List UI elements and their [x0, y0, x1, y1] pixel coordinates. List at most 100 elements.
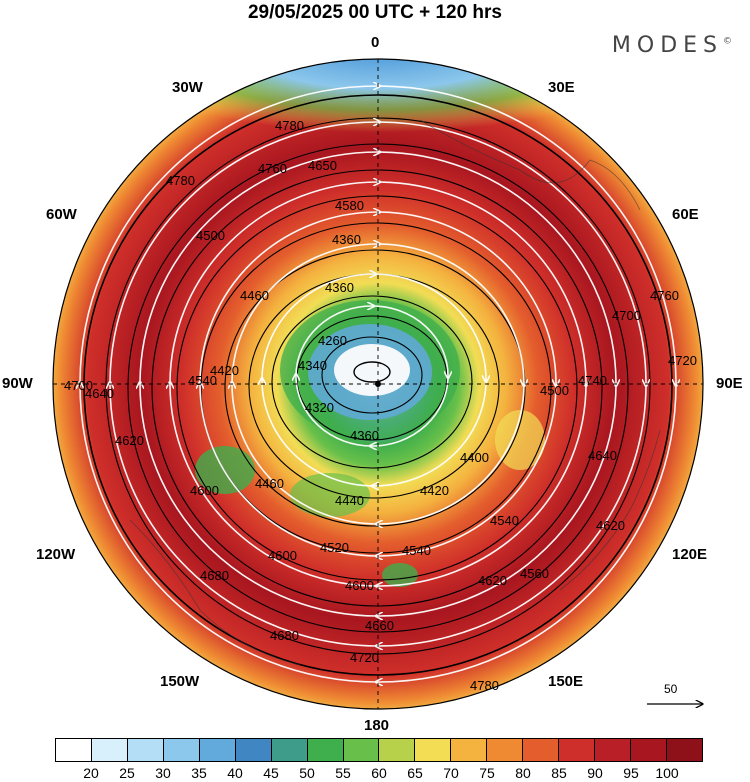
colorbar-tick-label: 50 — [299, 765, 315, 781]
contour-label: 4620 — [115, 433, 144, 448]
colorbar-tick-label: 70 — [443, 765, 459, 781]
colorbar-tick-label: 90 — [587, 765, 603, 781]
contour-label: 4460 — [255, 476, 284, 491]
contour-label: 4460 — [240, 288, 269, 303]
lon-label-120w: 120W — [36, 546, 76, 563]
contour-label: 4640 — [85, 386, 114, 401]
contour-label: 4360 — [325, 280, 354, 295]
vector-key: 50 — [644, 682, 704, 712]
contour-label: 4760 — [258, 161, 287, 176]
yellow-patch — [495, 410, 545, 470]
contour-label: 4440 — [335, 493, 364, 508]
contour-label: 4780 — [470, 678, 499, 693]
contour-label: 4600 — [268, 548, 297, 563]
lon-label-30w: 30W — [172, 79, 203, 96]
colorbar-swatch — [559, 739, 596, 761]
contour-label: 4420 — [210, 363, 239, 378]
coastlines — [129, 119, 661, 666]
colorbar-swatch — [523, 739, 560, 761]
colorbar-swatch — [235, 739, 272, 761]
contour-label: 4540 — [188, 373, 217, 388]
green-patch — [382, 563, 418, 587]
colorbar-tick-label: 65 — [407, 765, 423, 781]
lon-label-150e: 150E — [548, 673, 584, 690]
colorbar-tick-label: 20 — [83, 765, 99, 781]
contour-label: 4540 — [402, 543, 431, 558]
colorbar-swatch — [666, 739, 702, 761]
vector-key-arrow — [647, 682, 704, 712]
contour-label: 4620 — [478, 573, 507, 588]
colorbar-tick-label: 35 — [191, 765, 207, 781]
colorbar-swatch — [487, 739, 524, 761]
contour-label: 4340 — [298, 358, 327, 373]
colorbar-tick-label: 25 — [119, 765, 135, 781]
colorbar-swatch — [343, 739, 380, 761]
colorbar-tick-label: 75 — [479, 765, 495, 781]
colorbar-swatch — [56, 739, 92, 761]
brand-logo: MODES© — [611, 33, 732, 58]
colorbar-swatch — [271, 739, 308, 761]
contour-label: 4780 — [275, 118, 304, 133]
vector-key-value: 50 — [664, 682, 678, 696]
colorbar-tick-label: 95 — [623, 765, 639, 781]
colorbar-swatch — [199, 739, 236, 761]
contour-label: 4520 — [320, 540, 349, 555]
contour-label: 4540 — [490, 513, 519, 528]
contour-label: 4700 — [612, 308, 641, 323]
contour-label: 4260 — [318, 333, 347, 348]
contour-label: 4720 — [350, 650, 379, 665]
contour-label: 4560 — [520, 566, 549, 581]
lon-label-180: 180 — [364, 717, 390, 734]
colorbar-tick-label: 55 — [335, 765, 351, 781]
contour-label: 4420 — [420, 483, 449, 498]
colorbar-swatch — [451, 739, 488, 761]
contour-label: 4600 — [190, 483, 219, 498]
colorbar-swatch — [127, 739, 164, 761]
contour-label: 4400 — [460, 450, 489, 465]
green-patch — [195, 446, 255, 494]
contour-label: 4620 — [596, 518, 625, 533]
contour-label: 4360 — [332, 232, 361, 247]
colorbar-swatch — [595, 739, 631, 761]
lon-label-120e: 120E — [672, 546, 708, 563]
contour-label: 4650 — [308, 158, 337, 173]
colorbar-tick-label: 30 — [155, 765, 171, 781]
wind-streamlines — [80, 86, 676, 682]
map-border — [52, 58, 704, 710]
colorbar-tick-label: 45 — [263, 765, 279, 781]
contour-label: 4360 — [350, 428, 379, 443]
colorbar-swatch — [631, 739, 667, 761]
contour-label: 4580 — [335, 198, 364, 213]
contour-label: 4760 — [650, 288, 679, 303]
contour-label: 4680 — [200, 568, 229, 583]
lon-label-60w: 60W — [46, 206, 77, 223]
dry-sector-top — [53, 59, 703, 250]
colorbar-ticks: 20 25 30 35 40 45 50 55 60 65 70 75 80 85 90 95 100 — [55, 765, 703, 781]
contour-label: 4640 — [588, 448, 617, 463]
colorbar-tick-label: 85 — [551, 765, 567, 781]
contour-label: 4740 — [578, 373, 607, 388]
colorbar-tick-label: 80 — [515, 765, 531, 781]
colorbar-tick-label: 100 — [655, 765, 679, 781]
colorbar-swatch — [415, 739, 452, 761]
low-core — [334, 344, 410, 396]
lon-label-150w: 150W — [160, 673, 200, 690]
colorbar-tick-label: 40 — [227, 765, 243, 781]
lon-label-30e: 30E — [548, 79, 575, 96]
lon-label-60e: 60E — [672, 206, 699, 223]
contour-label: 4600 — [345, 578, 374, 593]
lon-label-90e: 90E — [716, 375, 743, 392]
colorbar-swatch — [163, 739, 200, 761]
contour-label: 4320 — [305, 400, 334, 415]
contour-label: 4700 — [64, 378, 93, 393]
contour-label-group: 4780 4780 4760 4650 4580 4500 4360 4460 … — [64, 118, 697, 693]
colorbar-swatch — [379, 739, 416, 761]
map-title: 29/05/2025 00 UTC + 120 hrs — [247, 2, 503, 23]
contour-label: 4660 — [365, 618, 394, 633]
contour-label: 4780 — [166, 173, 195, 188]
colorbar-swatch — [91, 739, 128, 761]
colorbar-tick-label: 60 — [371, 765, 387, 781]
contour-label: 4500 — [540, 383, 569, 398]
colorbar-swatch — [307, 739, 344, 761]
